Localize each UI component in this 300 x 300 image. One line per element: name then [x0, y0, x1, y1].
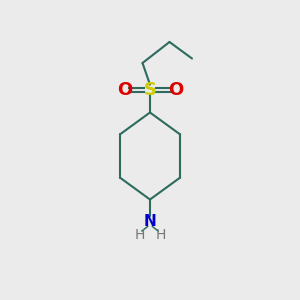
Text: N: N — [144, 214, 156, 229]
Text: O: O — [117, 81, 132, 99]
Text: H: H — [134, 228, 145, 242]
Text: O: O — [168, 81, 183, 99]
Text: S: S — [143, 81, 157, 99]
Text: H: H — [155, 228, 166, 242]
